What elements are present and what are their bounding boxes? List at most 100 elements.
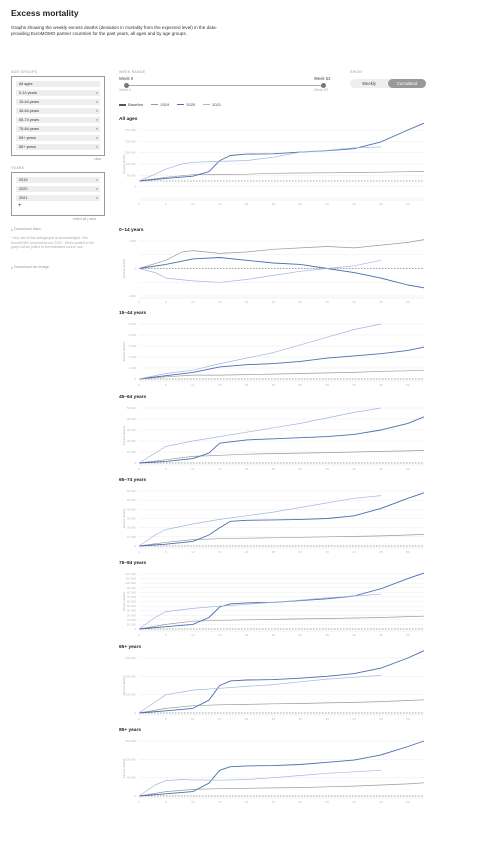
x-tick-label: 20 xyxy=(245,202,249,206)
chart-title: 0–14 years xyxy=(119,228,144,233)
cumulated-option[interactable]: Cumulated xyxy=(388,79,426,88)
remove-icon[interactable]: × xyxy=(95,109,98,113)
week-range-slider[interactable] xyxy=(126,84,323,87)
series-line-2021 xyxy=(138,407,382,464)
x-tick-label: 0 xyxy=(138,550,140,554)
y-tick-label: 10 000 xyxy=(127,450,137,454)
remove-icon[interactable]: × xyxy=(95,178,98,182)
age-item-all[interactable]: All ages xyxy=(16,81,100,88)
y-tick-label: 50 000 xyxy=(127,604,137,608)
series-line-2019 xyxy=(138,450,425,464)
y-tick-label: 50 000 xyxy=(127,498,137,502)
age-item-85plus[interactable]: 85+ years × xyxy=(16,144,100,151)
x-tick-label: 30 xyxy=(299,633,303,637)
y-axis-label: Excess deaths xyxy=(122,675,126,695)
x-tick-label: 25 xyxy=(272,550,276,554)
age-item-65-74[interactable]: 65-74 years × xyxy=(16,117,100,124)
week-end-sub: Week 53 xyxy=(314,88,329,92)
year-item-2021[interactable]: 2021 × xyxy=(16,195,100,202)
remove-icon[interactable]: × xyxy=(95,100,98,104)
x-tick-label: 15 xyxy=(218,202,222,206)
year-item-2019[interactable]: 2019 × xyxy=(16,177,100,184)
age-groups-box[interactable]: All ages 0-14 years × 15-44 years × 45-64 … xyxy=(11,76,105,156)
y-tick-label: 50 000 xyxy=(127,406,137,410)
x-tick-label: 10 xyxy=(191,467,195,471)
x-tick-label: 0 xyxy=(138,467,140,471)
remove-icon[interactable]: × xyxy=(95,196,98,200)
x-tick-label: 40 xyxy=(352,467,356,471)
x-tick-label: 5 xyxy=(165,633,167,637)
x-tick-label: 45 xyxy=(379,202,383,206)
years-label: YEARS xyxy=(11,166,25,170)
series-line-2020 xyxy=(138,346,425,380)
y-axis-label: Excess deaths xyxy=(122,154,126,174)
x-tick-label: 10 xyxy=(191,717,195,721)
x-tick-label: 30 xyxy=(299,202,303,206)
download-data-link[interactable]: ⤓ Download data xyxy=(11,226,41,231)
x-tick-label: 10 xyxy=(191,202,195,206)
age-clear-link[interactable]: clear xyxy=(94,157,102,161)
chart-title: 15–44 years xyxy=(119,311,147,316)
series-line-2021 xyxy=(138,323,382,380)
series-line-2019 xyxy=(138,782,425,797)
y-tick-label: 20 000 xyxy=(127,526,137,530)
age-item-0-14[interactable]: 0-14 years × xyxy=(16,90,100,97)
remove-icon[interactable]: × xyxy=(95,91,98,95)
y-tick-label: 30 000 xyxy=(127,613,137,617)
x-tick-label: 5 xyxy=(165,550,167,554)
age-item-75-84[interactable]: 75-84 years × xyxy=(16,126,100,133)
x-tick-label: 35 xyxy=(326,300,330,304)
remove-icon[interactable]: × xyxy=(95,187,98,191)
x-tick-label: 5 xyxy=(165,300,167,304)
y-tick-label: 40 000 xyxy=(127,417,137,421)
chart-title: 65–74 years xyxy=(119,478,147,483)
years-select-clear[interactable]: select all | clear xyxy=(73,217,97,221)
y-tick-label: 2 000 xyxy=(128,355,136,359)
y-tick-label: 60 000 xyxy=(127,600,137,604)
x-tick-label: 20 xyxy=(245,800,249,804)
x-tick-label: 50 xyxy=(406,202,410,206)
x-tick-label: 10 xyxy=(191,383,195,387)
series-line-2020 xyxy=(138,257,425,289)
x-tick-label: 40 xyxy=(352,300,356,304)
add-year-button[interactable]: + xyxy=(18,203,22,209)
age-item-15-44[interactable]: 15-44 years × xyxy=(16,99,100,106)
x-tick-label: 0 xyxy=(138,717,140,721)
weekly-option[interactable]: Weekly xyxy=(362,81,376,86)
remove-icon[interactable]: × xyxy=(95,145,98,149)
years-box[interactable]: 2019 × 2020 × 2021 × + xyxy=(11,172,105,216)
x-tick-label: 35 xyxy=(326,800,330,804)
age-groups-label: AGE GROUPS xyxy=(11,70,38,74)
series-line-2021 xyxy=(138,769,382,797)
x-tick-label: 30 xyxy=(299,717,303,721)
week-end-handle[interactable] xyxy=(321,82,326,88)
week-start-handle[interactable] xyxy=(124,82,129,88)
show-toggle[interactable]: Weekly Cumulated xyxy=(350,79,426,88)
x-tick-label: 40 xyxy=(352,202,356,206)
y-tick-label: 50 000 xyxy=(127,173,137,177)
remove-icon[interactable]: × xyxy=(95,118,98,122)
remove-icon[interactable]: × xyxy=(95,127,98,131)
x-tick-label: 15 xyxy=(218,467,222,471)
legend-2019: 2019 xyxy=(151,102,169,107)
series-line-2019 xyxy=(138,699,425,714)
series-line-2021 xyxy=(138,675,382,714)
age-item-45-64[interactable]: 45-64 years × xyxy=(16,108,100,115)
download-image-link[interactable]: ⤓ Download as image xyxy=(11,264,50,269)
year-item-2020[interactable]: 2020 × xyxy=(16,186,100,193)
y-tick-label: 20 000 xyxy=(127,618,137,622)
x-tick-label: 20 xyxy=(245,633,249,637)
x-tick-label: 20 xyxy=(245,300,249,304)
page-title: Excess mortality xyxy=(11,8,79,18)
x-tick-label: 45 xyxy=(379,300,383,304)
legend-2021: 2021 xyxy=(203,102,221,107)
y-tick-label: 100 000 xyxy=(125,757,136,761)
week-end-label: Week 53 xyxy=(314,76,331,81)
x-tick-label: 45 xyxy=(379,467,383,471)
x-tick-label: 40 xyxy=(352,383,356,387)
remove-icon[interactable]: × xyxy=(95,136,98,140)
age-item-65plus[interactable]: 65+ years × xyxy=(16,135,100,142)
y-tick-label: 0 xyxy=(134,377,136,381)
y-tick-label: 200 000 xyxy=(125,139,136,143)
x-tick-label: 5 xyxy=(165,717,167,721)
